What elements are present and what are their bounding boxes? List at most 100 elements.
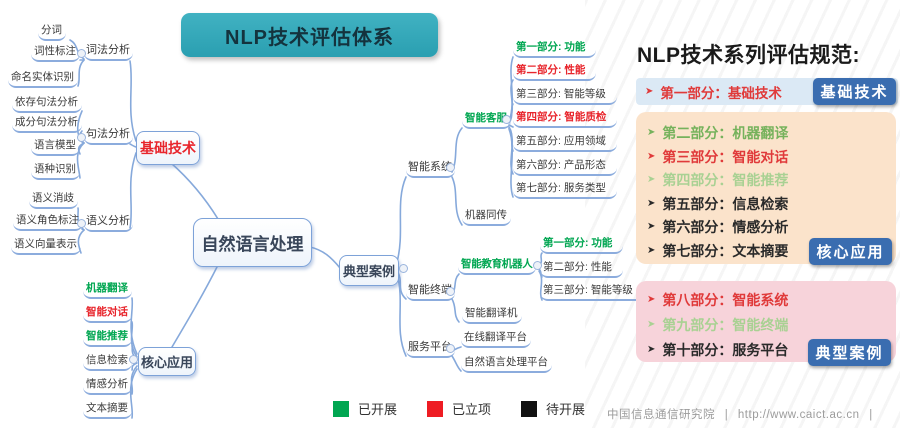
footer-divider: | [724, 409, 729, 421]
arrow-icon: ➤ [647, 221, 656, 232]
panel-item-part7: ➤ 第七部分：文本摘要 [647, 241, 788, 261]
leaf-word-segmentation: 分词 [38, 24, 66, 41]
node-intelligent-terminals: 智能终端 [406, 284, 455, 301]
node-typical-cases: 典型案例 [339, 255, 399, 286]
legend-item-done: 已开展 [333, 399, 397, 418]
collapse-dot [446, 163, 455, 172]
node-intelligent-systems: 智能系统 [406, 161, 455, 178]
leaf-online-translation-platform: 在线翻译平台 [461, 331, 531, 348]
leaf-constituency-parsing: 成分句法分析 [12, 116, 82, 133]
panel-item-label: 第三部分：智能对话 [662, 149, 789, 165]
panel-item-label: 第七部分：文本摘要 [662, 243, 789, 259]
panel-item-label: 第五部分：信息检索 [662, 196, 789, 212]
node-customer-service: 智能客服 [462, 112, 511, 129]
collapse-dot [77, 49, 86, 58]
panel-item-label: 第十部分：服务平台 [662, 342, 789, 358]
status-legend: 已开展 已立项 待开展 [333, 399, 615, 418]
green-square-icon [333, 400, 349, 417]
node-core-apps: 核心应用 [138, 347, 196, 376]
panel-item-label: 第四部分：智能推荐 [662, 172, 789, 188]
leaf-named-entity: 命名实体识别 [8, 71, 78, 88]
collapse-dot [533, 261, 542, 270]
footer-org: 中国信息通信研究院 [607, 409, 715, 421]
legend-item-pending: 待开展 [521, 399, 585, 418]
panel-item-label: 第一部分：基础技术 [660, 86, 782, 101]
panel-item-part5: ➤ 第五部分：信息检索 [647, 194, 788, 214]
node-syntax-analysis: 句法分析 [84, 128, 133, 145]
leaf-robot-part2: 第二部分: 性能 [540, 261, 623, 278]
leaf-kefu-part3: 第三部分: 智能等级 [513, 88, 617, 105]
slide-title: NLP技术评估体系 [181, 13, 438, 57]
black-square-icon [521, 400, 538, 417]
legend-item-approved: 已立项 [427, 399, 491, 418]
leaf-machine-translation: 机器翻译 [83, 282, 132, 299]
leaf-robot-part3: 第三部分: 智能等级 [540, 284, 644, 301]
panel-item-part3: ➤ 第三部分：智能对话 [647, 147, 788, 167]
arrow-icon: ➤ [647, 174, 656, 185]
badge-typical-cases: 典型案例 [808, 339, 891, 366]
arrow-icon: ➤ [647, 319, 656, 330]
leaf-kefu-part7: 第七部分: 服务类型 [513, 182, 617, 199]
leaf-language-id: 语种识别 [31, 163, 80, 180]
leaf-kefu-part1: 第一部分: 功能 [513, 41, 597, 58]
node-machine-interpreting: 机器同传 [462, 209, 511, 226]
footer-url: http://www.caict.ac.cn [737, 409, 860, 421]
footer: 中国信息通信研究院 | http://www.caict.ac.cn | [607, 406, 879, 422]
leaf-pos-tagging: 词性标注 [31, 45, 80, 62]
node-basic-tech: 基础技术 [136, 131, 200, 165]
panel-item-part1: ➤ 第一部分：基础技术 [645, 82, 782, 102]
panel-item-label: 第二部分：机器翻译 [662, 125, 789, 141]
node-semantic-analysis: 语义分析 [84, 215, 133, 232]
panel-item-part4: ➤ 第四部分：智能推荐 [647, 170, 788, 190]
leaf-language-model: 语言模型 [31, 139, 80, 156]
collapse-dot [446, 287, 455, 296]
legend-label: 已开展 [358, 402, 398, 417]
collapse-dot [446, 344, 455, 353]
arrow-icon: ➤ [647, 294, 656, 305]
leaf-kefu-part5: 第五部分: 应用领域 [513, 135, 617, 152]
leaf-kefu-part2: 第二部分: 性能 [513, 64, 597, 81]
leaf-robot-part1: 第一部分: 功能 [540, 237, 624, 254]
arrow-icon: ➤ [647, 344, 656, 355]
panel-item-label: 第六部分：情感分析 [662, 219, 789, 235]
arrow-icon: ➤ [647, 151, 656, 162]
node-education-robot: 智能教育机器人 [458, 258, 537, 275]
legend-label: 待开展 [546, 402, 586, 417]
red-square-icon [427, 400, 444, 417]
arrow-icon: ➤ [647, 245, 656, 256]
panel-item-label: 第九部分：智能终端 [662, 317, 789, 333]
leaf-kefu-part6: 第六部分: 产品形态 [513, 159, 617, 176]
panel-item-part6: ➤ 第六部分：情感分析 [647, 217, 788, 237]
panel-item-part2: ➤ 第二部分：机器翻译 [647, 123, 788, 143]
collapse-dot [129, 355, 138, 364]
collapse-dot [77, 133, 86, 142]
arrow-icon: ➤ [647, 127, 656, 138]
panel-item-part9: ➤ 第九部分：智能终端 [647, 315, 788, 335]
leaf-kefu-part4: 第四部分: 智能质检 [513, 111, 618, 128]
root-node: 自然语言处理 [193, 218, 312, 267]
arrow-icon: ➤ [645, 86, 654, 97]
panel-item-part10: ➤ 第十部分：服务平台 [647, 340, 788, 360]
panel-item-label: 第八部分：智能系统 [662, 292, 789, 308]
leaf-text-summarization: 文本摘要 [83, 402, 132, 419]
badge-basic-tech: 基础技术 [813, 78, 896, 105]
leaf-wsd: 语义消歧 [29, 192, 78, 209]
panel-item-part8: ➤ 第八部分：智能系统 [647, 290, 788, 310]
badge-core-apps: 核心应用 [809, 238, 892, 265]
legend-label: 已立项 [452, 402, 492, 417]
leaf-semantic-role: 语义角色标注 [13, 214, 83, 231]
collapse-dot [502, 115, 511, 124]
node-translator-device: 智能翻译机 [462, 307, 522, 324]
footer-divider: | [869, 409, 873, 421]
leaf-recommendation: 智能推荐 [83, 330, 132, 347]
leaf-nlp-platform: 自然语言处理平台 [461, 356, 552, 373]
collapse-dot [399, 264, 408, 273]
arrow-icon: ➤ [647, 198, 656, 209]
node-lexical-analysis: 词法分析 [84, 44, 133, 61]
collapse-dot [77, 219, 86, 228]
panel-header: NLP技术系列评估规范: [637, 44, 860, 67]
node-service-platforms: 服务平台 [406, 341, 455, 358]
leaf-info-retrieval: 信息检索 [83, 354, 132, 371]
leaf-intelligent-dialog: 智能对话 [83, 306, 132, 323]
